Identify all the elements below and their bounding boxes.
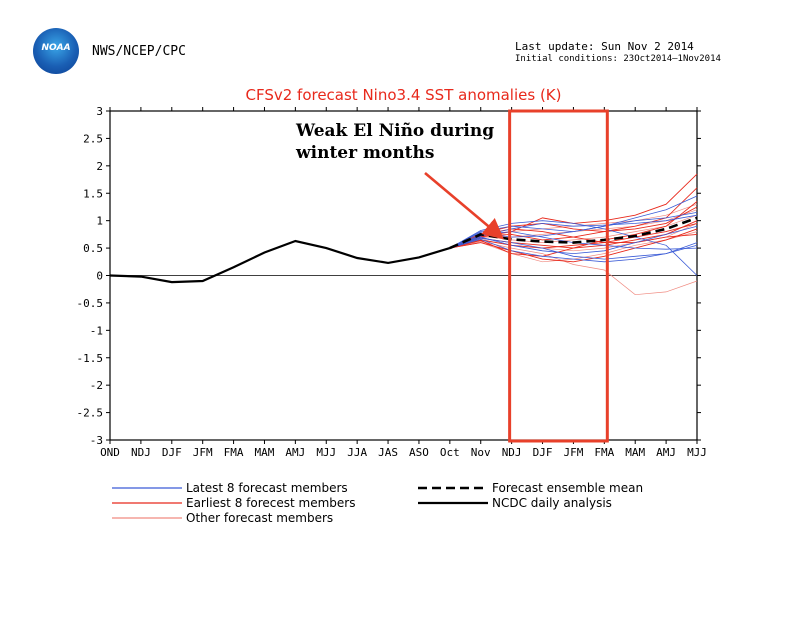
x-tick-label: OND [100, 446, 120, 459]
legend-label-latest: Latest 8 forecast members [186, 481, 348, 495]
initial-conditions: Initial conditions: 23Oct2014–1Nov2014 [515, 54, 721, 64]
series-earliest-member [449, 201, 698, 257]
noaa-logo: NOAA [33, 28, 79, 74]
y-tick-label: 3 [96, 105, 103, 118]
x-tick-label: DJF [533, 446, 553, 459]
x-tick-label: JAS [378, 446, 398, 459]
x-tick-label: Nov [471, 446, 491, 459]
series-other-member [449, 241, 698, 296]
y-tick-label: 0.5 [83, 242, 103, 255]
x-tick-label: ASO [409, 446, 429, 459]
y-tick-label: 1.5 [83, 187, 103, 200]
noaa-logo-text: NOAA [41, 43, 71, 53]
y-tick-label: -2 [90, 379, 103, 392]
last-update: Last update: Sun Nov 2 2014 [515, 40, 694, 53]
series-ncdc-analysis [109, 239, 451, 284]
x-tick-label: AMJ [656, 446, 676, 459]
x-tick-label: MAM [255, 446, 275, 459]
legend-label-dashed-black: Forecast ensemble mean [492, 481, 643, 495]
y-tick-label: 1 [96, 215, 103, 228]
series-earliest-member [449, 222, 698, 249]
y-tick-label: -1.5 [77, 352, 104, 365]
x-tick-label: JJA [347, 446, 367, 459]
highlight-box [508, 109, 609, 443]
legend-label-earliest: Earliest 8 forecest members [186, 496, 355, 510]
x-tick-label: NDJ [502, 446, 522, 459]
legend-label-solid-black: NCDC daily analysis [492, 496, 612, 510]
x-tick-label: MAM [625, 446, 645, 459]
org-name: NWS/NCEP/CPC [92, 44, 186, 59]
chart-title: CFSv2 forecast Nino3.4 SST anomalies (K) [245, 86, 561, 104]
y-tick-label: -1 [90, 324, 103, 337]
annotation-line2: winter months [295, 143, 434, 163]
annotation-line1: Weak El Niño during [295, 121, 494, 141]
x-tick-label: NDJ [131, 446, 151, 459]
y-tick-label: -0.5 [77, 297, 104, 310]
y-tick-label: -2.5 [77, 407, 104, 420]
y-tick-label: -3 [90, 434, 103, 447]
x-tick-label: DJF [162, 446, 182, 459]
x-tick-label: JFM [193, 446, 213, 459]
y-tick-label: 0 [96, 270, 103, 283]
x-tick-label: MJJ [316, 446, 336, 459]
y-tick-label: 2 [96, 160, 103, 173]
x-tick-label: FMA [594, 446, 614, 459]
x-tick-label: Oct [440, 446, 460, 459]
x-tick-label: FMA [224, 446, 244, 459]
series-latest-member [449, 238, 698, 263]
x-tick-label: AMJ [285, 446, 305, 459]
legend-label-other: Other forecast members [186, 511, 333, 525]
series-latest-member [449, 225, 698, 255]
annotation-arrow [424, 172, 504, 240]
y-tick-label: 2.5 [83, 132, 103, 145]
x-tick-label: JFM [563, 446, 583, 459]
x-tick-label: MJJ [687, 446, 707, 459]
